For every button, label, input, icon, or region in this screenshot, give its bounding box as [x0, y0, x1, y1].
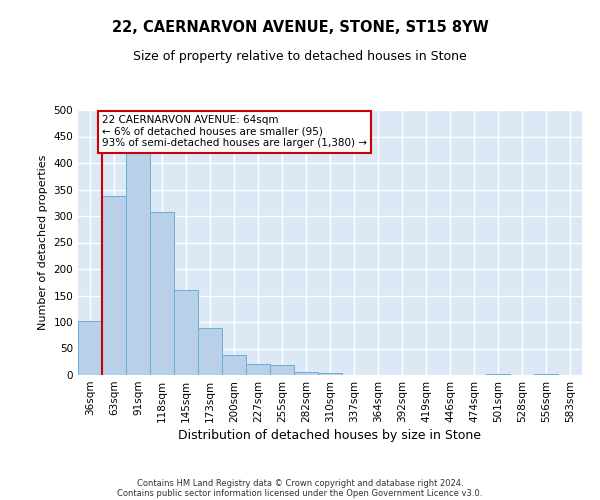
Bar [78, 321, 102, 375]
Text: Contains public sector information licensed under the Open Government Licence v3: Contains public sector information licen… [118, 488, 482, 498]
Bar [102, 196, 126, 375]
Bar [126, 154, 150, 375]
Bar [246, 364, 270, 375]
Text: 22, CAERNARVON AVENUE, STONE, ST15 8YW: 22, CAERNARVON AVENUE, STONE, ST15 8YW [112, 20, 488, 35]
Bar [222, 355, 246, 375]
Text: Contains HM Land Registry data © Crown copyright and database right 2024.: Contains HM Land Registry data © Crown c… [137, 478, 463, 488]
Bar [270, 366, 294, 375]
Text: Size of property relative to detached houses in Stone: Size of property relative to detached ho… [133, 50, 467, 63]
Bar [318, 374, 342, 375]
X-axis label: Distribution of detached houses by size in Stone: Distribution of detached houses by size … [179, 429, 482, 442]
Bar [294, 372, 318, 375]
Bar [486, 374, 510, 375]
Bar [174, 290, 198, 375]
Bar [534, 374, 558, 375]
Y-axis label: Number of detached properties: Number of detached properties [38, 155, 48, 330]
Bar [150, 212, 174, 375]
Bar [198, 328, 222, 375]
Text: 22 CAERNARVON AVENUE: 64sqm
← 6% of detached houses are smaller (95)
93% of semi: 22 CAERNARVON AVENUE: 64sqm ← 6% of deta… [102, 116, 367, 148]
